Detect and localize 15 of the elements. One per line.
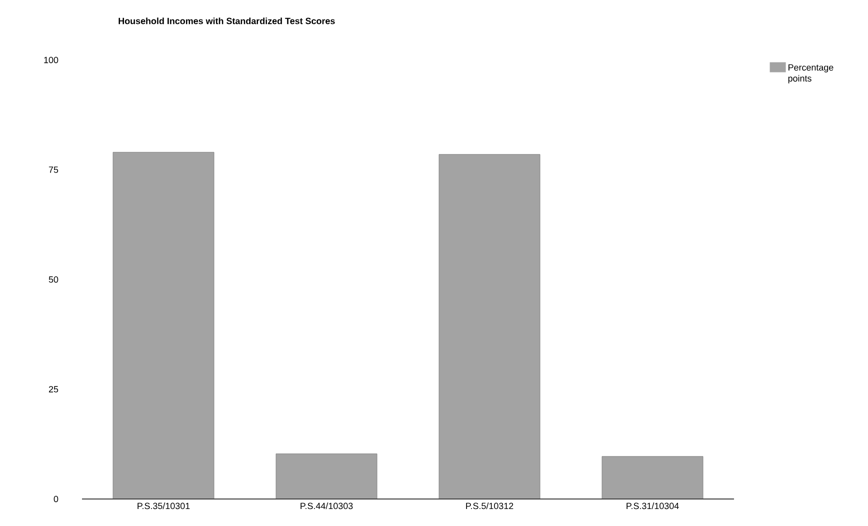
y-tick-label: 100 — [44, 56, 58, 64]
legend-label: Percentage points — [788, 64, 834, 84]
bar — [112, 152, 214, 500]
y-tick-label: 25 — [48, 386, 58, 392]
chart-title: Household Incomes with Standardized Test Scores — [118, 18, 335, 24]
y-tick-label: 75 — [48, 166, 58, 173]
x-tick-label: P.S.5/10312 — [466, 502, 514, 510]
x-tick-label: P.S.31/10304 — [626, 502, 679, 510]
x-tick-label: P.S.44/10303 — [300, 502, 353, 510]
y-tick-label: 0 — [54, 496, 58, 502]
y-tick-label: 50 — [48, 276, 58, 283]
bar — [602, 456, 704, 500]
x-tick-label: P.S.35/10301 — [138, 502, 190, 510]
bar — [438, 154, 540, 500]
bar — [276, 454, 378, 500]
